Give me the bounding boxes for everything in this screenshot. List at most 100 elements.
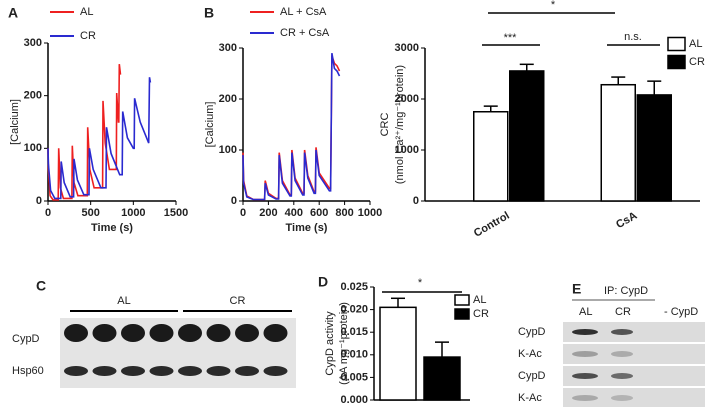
x-tick-label: 0 [45,207,51,219]
group-label: CR [230,295,246,307]
legend-label: AL [473,294,486,306]
legend-swatch [454,294,470,306]
blot-strip [563,344,705,364]
legend-label: CR [473,308,489,320]
row-label: K-Ac [518,348,542,360]
y-axis-label: [Calcium] [204,102,216,148]
blot-band [263,324,288,342]
y-tick-label: 0 [36,195,42,207]
blot-band [572,329,598,335]
blot-strip [563,366,705,386]
y-tick-label: 2000 [395,93,419,105]
panel-letter: B [204,5,214,21]
annotation: * [551,0,556,11]
y-tick-label: 0.005 [340,371,368,383]
x-tick-label: 1000 [121,207,145,219]
blot-band [572,395,598,401]
panel-letter: D [318,274,328,290]
bar [600,83,636,202]
blot-band [611,373,633,379]
annotation: *** [504,32,518,44]
lane-label: CR [615,306,631,318]
x-tick-label: 0 [240,207,246,219]
x-tick-label: CsA [614,210,639,231]
y-tick-label: 0 [231,195,237,207]
bar [423,356,461,401]
blot-band [92,324,117,342]
line-series [47,77,152,200]
lane-label: - CypD [664,306,698,318]
bar [636,94,672,202]
legend-label: CR + CsA [280,27,330,39]
y-tick-label: 0.020 [340,304,368,316]
row-label: CypD [518,326,546,338]
row-label: CypD [12,333,40,345]
group-label: AL [117,295,130,307]
legend-swatch [454,308,470,320]
ip-label: IP: CypD [604,285,648,297]
legend-label: CR [80,30,96,42]
y-tick-label: 0.025 [340,281,368,293]
bar [509,70,545,202]
blot-band [235,366,259,376]
panel-letter: C [36,278,46,294]
y-axis-label: CRC [379,113,391,137]
row-label: Hsp60 [12,365,44,377]
x-tick-label: 800 [335,207,353,219]
blot-band [235,324,259,342]
annotation: n.s. [624,31,642,43]
line-series [47,64,122,201]
x-tick-label: 1000 [358,207,382,219]
blot-strip [563,322,705,342]
y-tick-label: 0 [413,195,419,207]
y-tick-label: 3000 [395,42,419,54]
x-tick-label: 1500 [164,207,188,219]
legend-label: AL + CsA [280,6,327,18]
legend-label: CR [689,56,705,68]
blot-band [64,366,88,376]
row-label: CypD [518,370,546,382]
blot-band [149,324,174,342]
blot-band [206,324,231,342]
x-axis-label: Time (s) [286,222,328,234]
blot-band [178,324,202,342]
blot-band [121,366,145,376]
legend-swatch [667,36,686,52]
y-axis-label: [Calcium] [9,99,21,145]
blot-band [121,324,145,342]
row-label: K-Ac [518,392,542,404]
bar [379,306,417,401]
blot-band [92,366,117,376]
x-tick-label: Control [472,210,512,240]
blot-strip [563,388,705,407]
y-tick-label: 300 [219,42,237,54]
y-axis-label: (nmol Ca²⁺/mg⁻¹protein) [394,65,406,184]
blot-band [572,351,598,357]
x-tick-label: 200 [259,207,277,219]
blot-band [611,329,633,335]
panel-letter: A [8,5,18,21]
y-tick-label: 0.015 [340,326,368,338]
legend-label: AL [80,6,93,18]
y-tick-label: 200 [24,90,42,102]
y-axis-label: CypD activity [324,311,336,376]
blot-band [178,366,202,376]
y-tick-label: 100 [219,144,237,156]
annotation: * [418,277,423,289]
y-axis-label: (ΔA mg⁻¹protein) [338,302,350,385]
panel-letter: E [572,281,581,297]
y-tick-label: 200 [219,93,237,105]
line-series [242,52,341,201]
blot-band [611,351,633,357]
y-tick-label: 0.000 [340,394,368,406]
blot-band [263,366,288,376]
blot-band [64,324,88,342]
legend-swatch [667,54,686,70]
lane-label: AL [579,306,592,318]
x-axis-label: Time (s) [91,222,133,234]
x-tick-label: 500 [81,207,99,219]
bar [473,111,509,202]
y-tick-label: 1000 [395,144,419,156]
